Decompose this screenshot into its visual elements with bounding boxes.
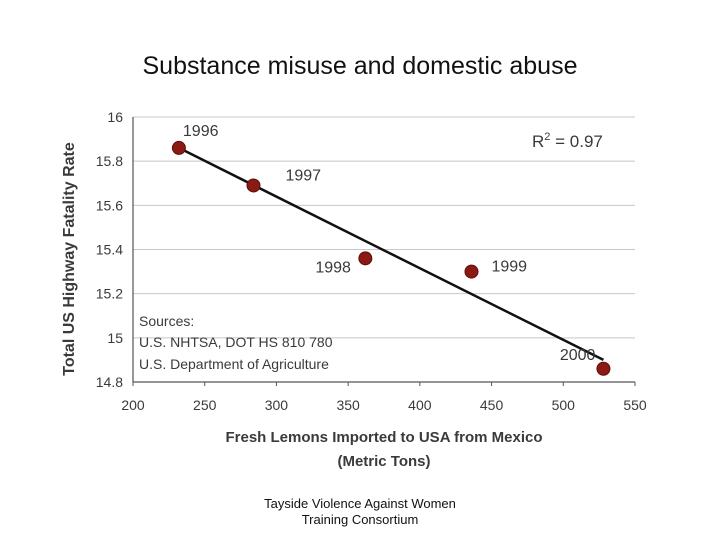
y-tick-labels: 14.8 15 15.2 15.4 15.6 15.8 16 — [96, 109, 123, 390]
x-tick-label: 450 — [480, 397, 504, 413]
footer-line-1: Tayside Violence Against Women — [264, 496, 456, 511]
y-axis-label: Total US Highway Fatality Rate — [61, 142, 78, 376]
slide-title: Substance misuse and domestic abuse — [142, 52, 578, 80]
data-point-1999 — [464, 264, 479, 279]
x-tick-label: 350 — [336, 397, 360, 413]
x-axis-label-line2: (Metric Tons) — [337, 453, 430, 470]
x-tick-label: 250 — [193, 397, 217, 413]
y-tick-label: 15.4 — [96, 242, 123, 258]
data-point-1997 — [246, 178, 261, 193]
x-axis-label-line1: Fresh Lemons Imported to USA from Mexico — [226, 429, 543, 446]
x-tick-label: 500 — [552, 397, 576, 413]
data-point-1996 — [171, 140, 186, 155]
sources-heading: Sources: — [139, 313, 194, 329]
y-tick-label: 16 — [107, 109, 123, 125]
footer: Tayside Violence Against Women Training … — [200, 496, 520, 528]
sources-note: Sources: U.S. NHTSA, DOT HS 810 780 U.S.… — [139, 313, 333, 372]
sources-line-1: U.S. NHTSA, DOT HS 810 780 — [139, 334, 333, 350]
data-point-1998 — [358, 251, 373, 266]
x-tick-label: 550 — [623, 397, 647, 413]
x-tick-label: 300 — [265, 397, 289, 413]
point-labels: 1996 1997 1998 1999 2000 — [183, 123, 596, 364]
y-tick-label: 15.8 — [96, 153, 123, 169]
y-tick-label: 15.2 — [96, 286, 123, 302]
point-label-1997: 1997 — [285, 167, 321, 184]
data-point-2000 — [596, 361, 611, 376]
point-label-2000: 2000 — [560, 347, 596, 364]
r-squared-label: R2 = 0.97 — [532, 131, 603, 151]
point-label-1998: 1998 — [315, 259, 351, 276]
point-label-1996: 1996 — [183, 123, 219, 140]
x-tick-label: 400 — [408, 397, 432, 413]
footer-line-2: Training Consortium — [301, 512, 419, 527]
y-tick-label: 15 — [107, 330, 123, 346]
data-points — [171, 140, 611, 376]
sources-line-2: U.S. Department of Agriculture — [139, 356, 329, 372]
trendline — [178, 146, 605, 362]
point-label-1999: 1999 — [491, 259, 527, 276]
x-tick-label: 200 — [121, 397, 145, 413]
trend-line — [178, 146, 605, 362]
axes — [132, 117, 636, 386]
y-tick-label: 15.6 — [96, 197, 123, 213]
x-tick-labels: 200 250 300 350 400 450 500 550 — [121, 397, 647, 413]
y-tick-label: 14.8 — [96, 374, 123, 390]
